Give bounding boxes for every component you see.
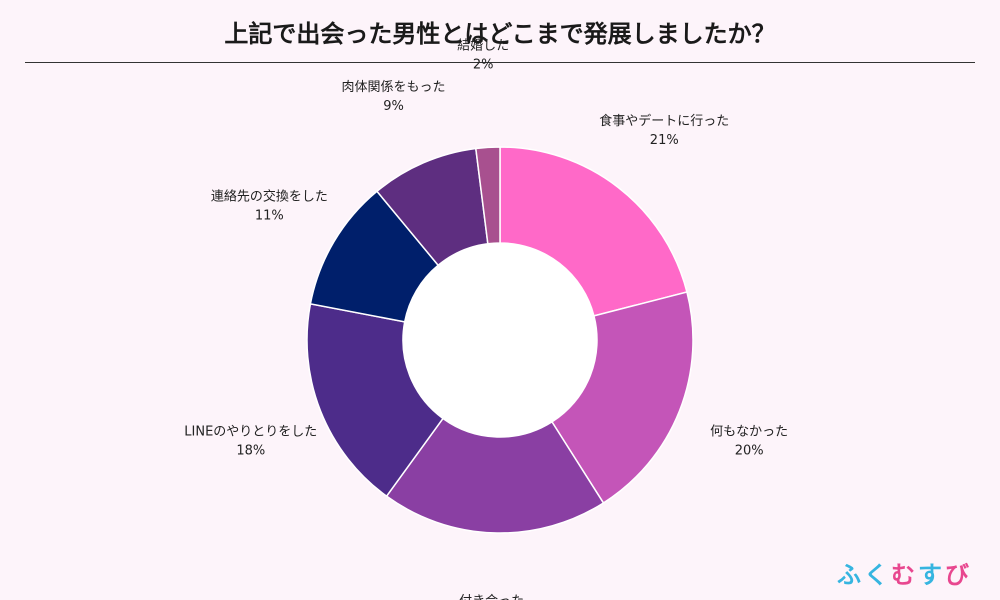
- slice-label: 結婚した: [457, 39, 509, 54]
- slice-label: LINEのやりとりをした: [184, 425, 317, 440]
- donut-slice-3: [385, 417, 605, 534]
- brand-logo-char: す: [918, 561, 945, 589]
- brand-logo-char: び: [945, 561, 972, 589]
- slice-percent: 21%: [650, 133, 679, 148]
- slice-label: 連絡先の交換をした: [211, 189, 328, 205]
- slice-percent: 2%: [473, 58, 494, 73]
- donut-slice-7: [474, 146, 501, 245]
- title-divider: [25, 62, 975, 63]
- slice-percent: 9%: [383, 99, 404, 114]
- donut-slice-4: [306, 302, 445, 498]
- slice-percent: 18%: [236, 444, 265, 459]
- slice-label: 食事やデートに行った: [599, 113, 729, 129]
- donut-slice-1: [499, 146, 688, 317]
- slice-percent: 11%: [255, 209, 284, 224]
- slice-labels: 食事やデートに行った21%何もなかった20%付き合った19%LINEのやりとりを…: [184, 39, 788, 600]
- slice-label: 付き合った: [459, 594, 524, 600]
- slice-label: 何もなかった: [710, 424, 788, 440]
- donut-hole: [403, 243, 597, 437]
- brand-logo-char: む: [891, 561, 918, 589]
- slice-percent: 20%: [735, 444, 764, 459]
- donut-slices: [306, 146, 694, 534]
- brand-logo-char: く: [864, 561, 891, 589]
- brand-logo-char: ふ: [837, 561, 864, 589]
- chart-title: 上記で出会った男性とはどこまで発展しましたか？: [224, 20, 776, 48]
- slice-label: 肉体関係をもった: [342, 80, 446, 95]
- donut-slice-2: [550, 291, 694, 504]
- brand-logo: ふくむすび: [837, 555, 972, 590]
